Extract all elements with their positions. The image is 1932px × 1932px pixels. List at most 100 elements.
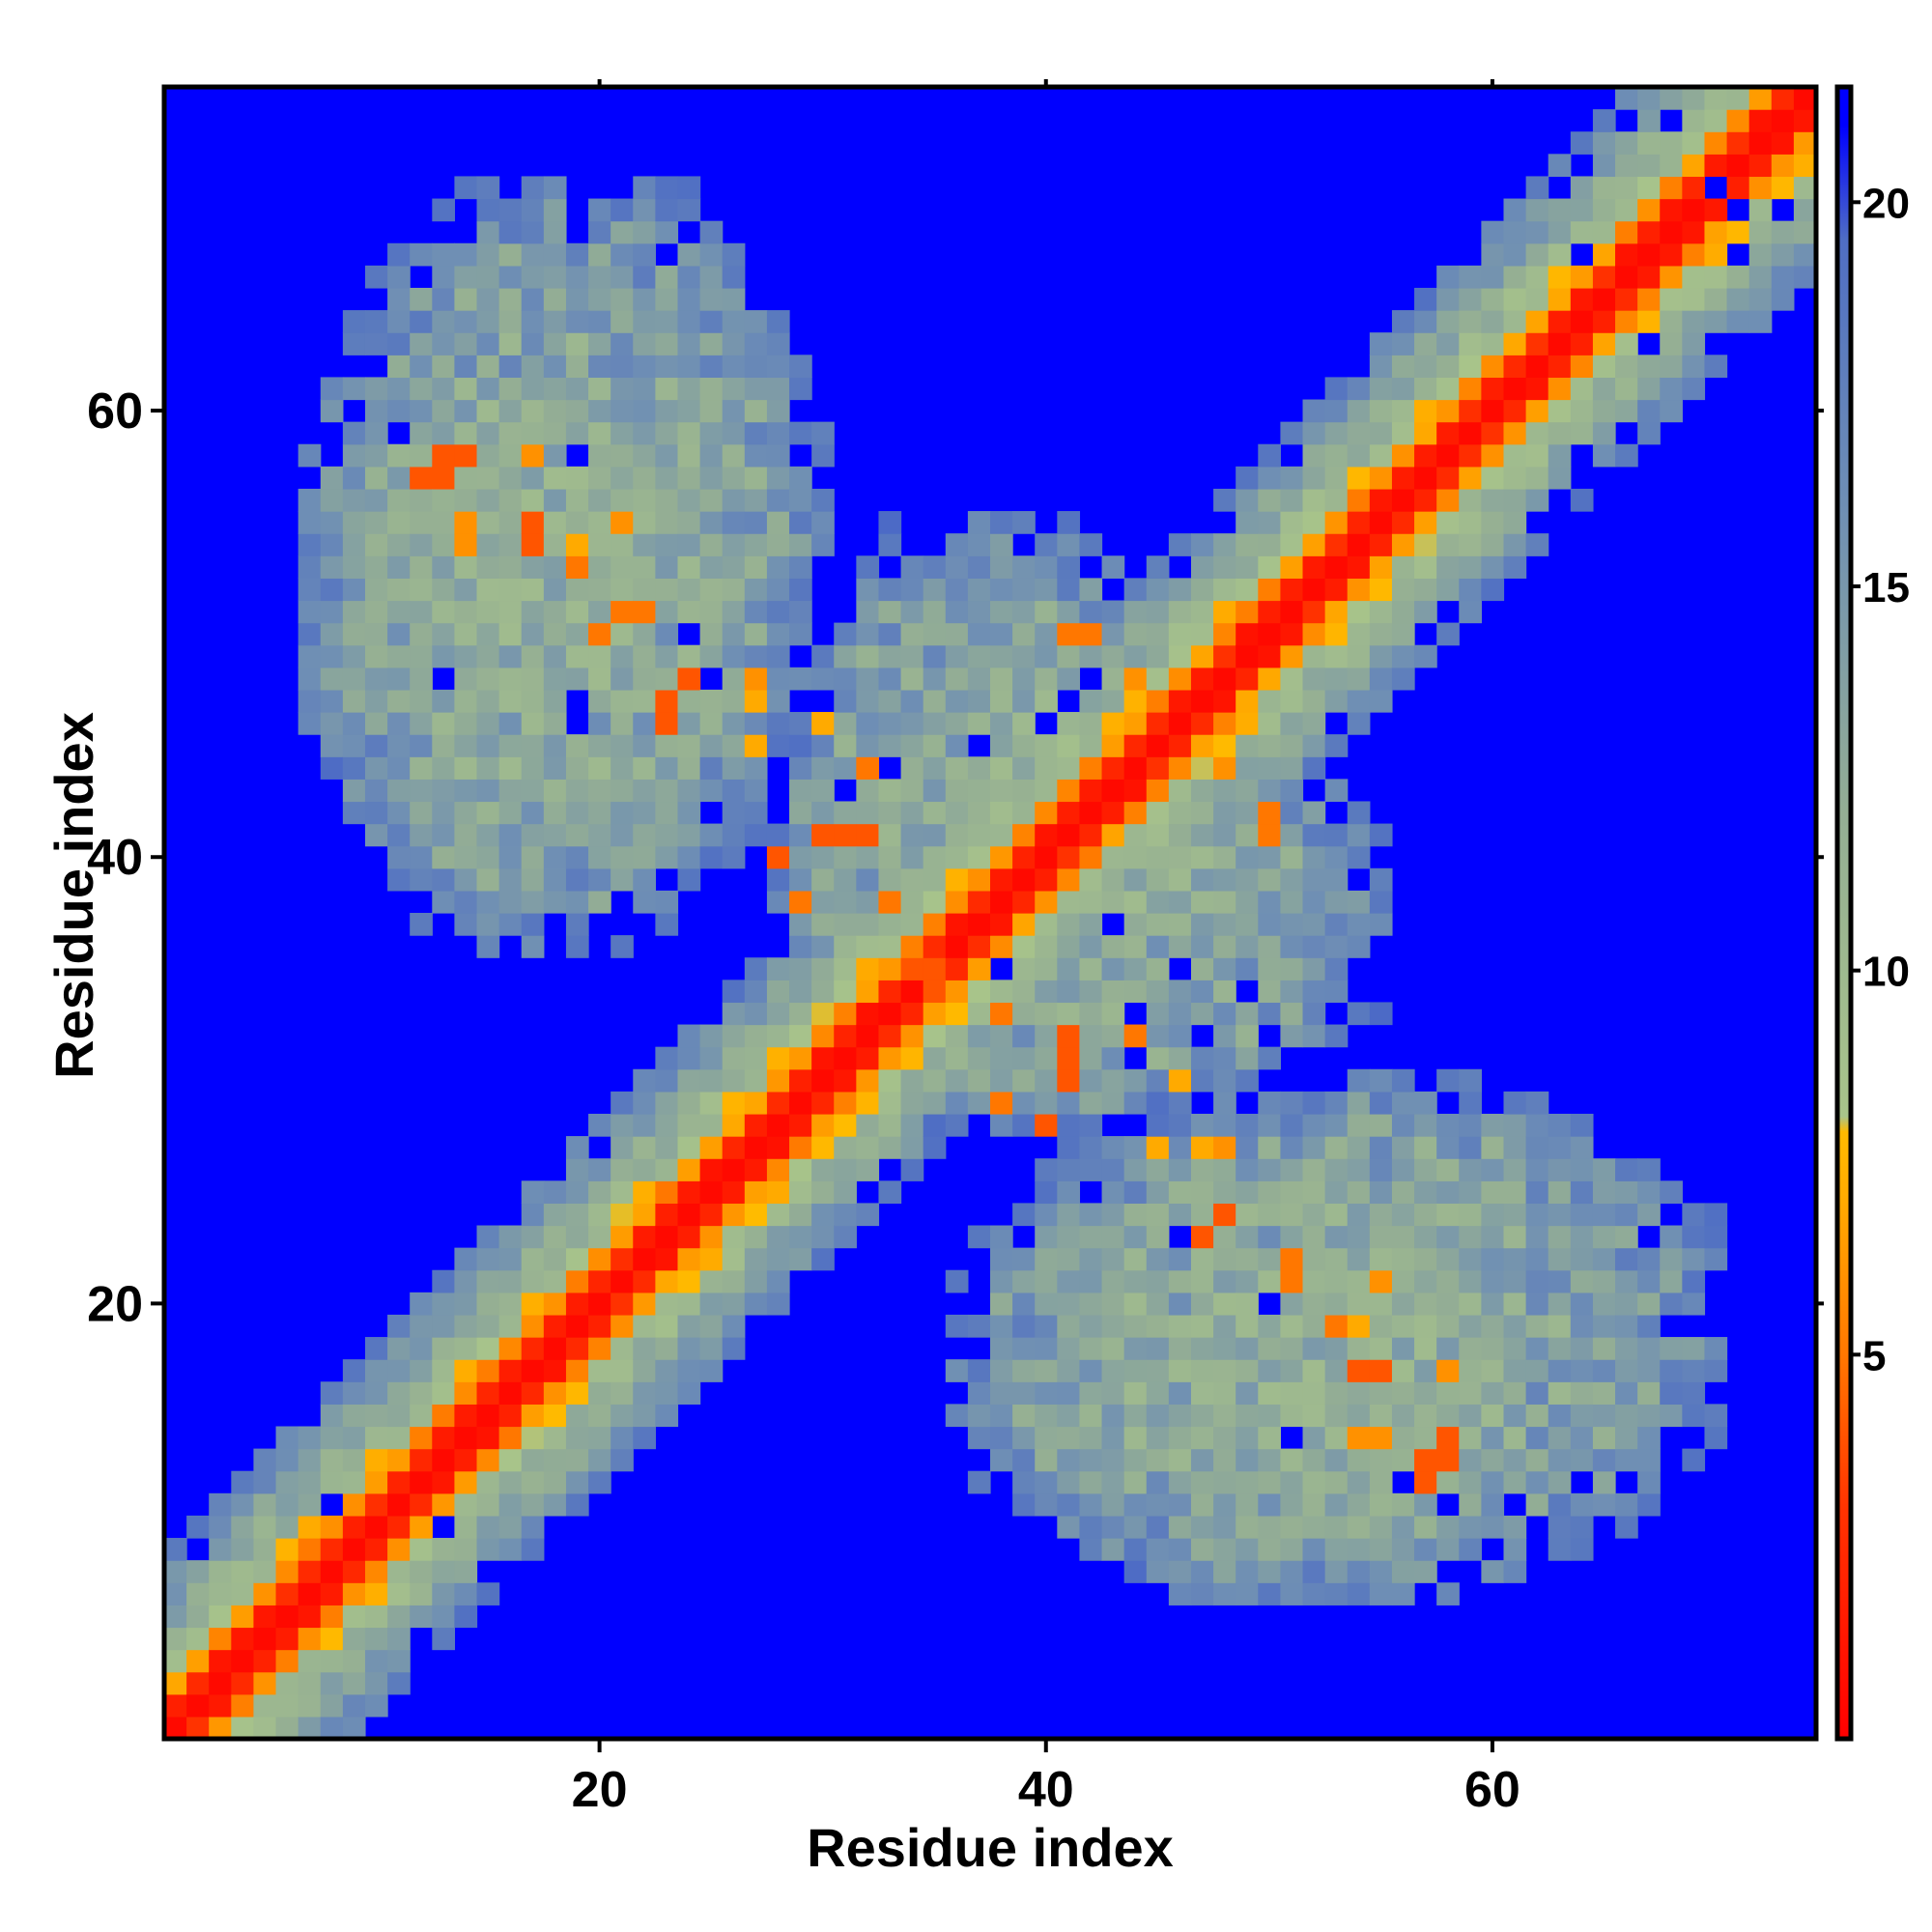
heatmap-cell bbox=[1123, 957, 1148, 980]
heatmap-cell bbox=[1347, 1582, 1371, 1605]
heatmap-cell bbox=[1637, 377, 1661, 401]
heatmap-cell bbox=[410, 399, 433, 423]
heatmap-cell bbox=[432, 399, 456, 423]
heatmap-cell bbox=[454, 779, 478, 803]
heatmap-cell bbox=[1682, 176, 1706, 200]
heatmap-cell bbox=[1101, 1426, 1125, 1450]
heatmap-cell bbox=[387, 355, 411, 379]
heatmap-cell bbox=[565, 555, 589, 579]
heatmap-cell bbox=[990, 600, 1013, 624]
heatmap-cell bbox=[722, 332, 746, 355]
heatmap-cell bbox=[633, 533, 656, 556]
heatmap-cell bbox=[611, 466, 634, 490]
heatmap-cell bbox=[1012, 801, 1036, 825]
heatmap-cell bbox=[1035, 689, 1058, 713]
heatmap-cell bbox=[1302, 1002, 1326, 1026]
heatmap-cell bbox=[655, 1404, 679, 1428]
heatmap-cell bbox=[1012, 1359, 1036, 1382]
heatmap-cell bbox=[856, 1203, 880, 1227]
heatmap-cell bbox=[1391, 466, 1415, 490]
heatmap-cell bbox=[1101, 801, 1125, 825]
x-axis-ticks: 20 40 60 bbox=[572, 1739, 1520, 1818]
heatmap-cell bbox=[766, 310, 790, 333]
heatmap-cell bbox=[1324, 890, 1349, 914]
heatmap-cell bbox=[1525, 1470, 1549, 1494]
heatmap-cell bbox=[1213, 1560, 1236, 1583]
heatmap-cell bbox=[588, 801, 611, 825]
colorbar-tick-label: 5 bbox=[1862, 1332, 1886, 1379]
heatmap-cell bbox=[699, 1225, 724, 1249]
heatmap-cell bbox=[1213, 1381, 1236, 1405]
heatmap-cell bbox=[1459, 377, 1482, 401]
heatmap-cell bbox=[1592, 131, 1616, 155]
heatmap-cell bbox=[387, 287, 411, 311]
heatmap-cell bbox=[342, 1693, 366, 1718]
heatmap-cell bbox=[766, 443, 790, 468]
heatmap-cell bbox=[789, 1136, 812, 1159]
heatmap-cell bbox=[1079, 1381, 1103, 1405]
heatmap-cell bbox=[1660, 1225, 1683, 1249]
heatmap-cell bbox=[677, 287, 701, 311]
heatmap-cell bbox=[1503, 1515, 1527, 1539]
heatmap-cell bbox=[1236, 957, 1259, 980]
heatmap-cell bbox=[967, 980, 991, 1004]
heatmap-cell bbox=[677, 1024, 701, 1048]
heatmap-cell bbox=[611, 1180, 634, 1205]
heatmap-cell bbox=[1280, 667, 1304, 691]
heatmap-cell bbox=[1213, 712, 1236, 735]
heatmap-cell bbox=[476, 287, 500, 311]
heatmap-cell bbox=[1258, 1002, 1282, 1026]
heatmap-cell bbox=[990, 734, 1013, 757]
heatmap-cell bbox=[789, 1091, 812, 1115]
heatmap-cell bbox=[1324, 1136, 1349, 1159]
heatmap-cell bbox=[543, 1359, 567, 1382]
heatmap-cell bbox=[320, 488, 344, 512]
heatmap-cell bbox=[1481, 1404, 1505, 1428]
heatmap-cell bbox=[789, 756, 812, 780]
heatmap-cell bbox=[364, 1560, 388, 1583]
heatmap-cell bbox=[1123, 1426, 1148, 1450]
heatmap-cell bbox=[1236, 1269, 1259, 1293]
heatmap-cell bbox=[677, 332, 701, 355]
heatmap-cell bbox=[1012, 1292, 1036, 1316]
heatmap-cell bbox=[611, 1091, 634, 1115]
heatmap-cell bbox=[1481, 242, 1505, 267]
heatmap-cell bbox=[1525, 1091, 1549, 1115]
heatmap-cell bbox=[611, 533, 634, 556]
heatmap-cell bbox=[856, 935, 880, 958]
heatmap-cell bbox=[900, 801, 924, 825]
heatmap-cell bbox=[1258, 1158, 1282, 1181]
heatmap-cell bbox=[990, 578, 1013, 602]
heatmap-cell bbox=[1481, 1560, 1505, 1583]
heatmap-cell bbox=[476, 265, 500, 289]
heatmap-cell bbox=[1615, 1515, 1638, 1539]
heatmap-cell bbox=[588, 1180, 611, 1205]
heatmap-cell bbox=[699, 1269, 724, 1293]
heatmap-cell bbox=[1035, 555, 1058, 579]
heatmap-cell bbox=[1258, 1046, 1282, 1070]
heatmap-cell bbox=[633, 198, 656, 222]
heatmap-cell bbox=[722, 1158, 746, 1181]
heatmap-cell bbox=[1146, 689, 1170, 713]
heatmap-cell bbox=[1302, 712, 1326, 735]
heatmap-cell bbox=[1057, 1337, 1081, 1360]
heatmap-cell bbox=[900, 935, 924, 958]
heatmap-cell bbox=[1258, 1269, 1282, 1293]
heatmap-cell bbox=[1146, 1225, 1170, 1249]
heatmap-cell bbox=[1168, 823, 1192, 847]
heatmap-cell bbox=[744, 511, 768, 534]
heatmap-cell bbox=[1481, 443, 1505, 468]
heatmap-cell bbox=[677, 1113, 701, 1137]
heatmap-cell bbox=[454, 242, 478, 267]
heatmap-cell bbox=[1101, 1180, 1125, 1205]
heatmap-cell bbox=[1258, 1113, 1282, 1137]
heatmap-cell bbox=[1258, 913, 1282, 936]
heatmap-cell bbox=[744, 622, 768, 646]
heatmap-cell bbox=[1302, 845, 1326, 869]
heatmap-cell bbox=[967, 913, 991, 936]
heatmap-cell bbox=[633, 287, 656, 311]
heatmap-cell bbox=[1459, 1381, 1482, 1405]
heatmap-cell bbox=[1369, 890, 1393, 914]
heatmap-cell bbox=[1503, 1292, 1527, 1316]
heatmap-cell bbox=[1459, 1538, 1482, 1561]
